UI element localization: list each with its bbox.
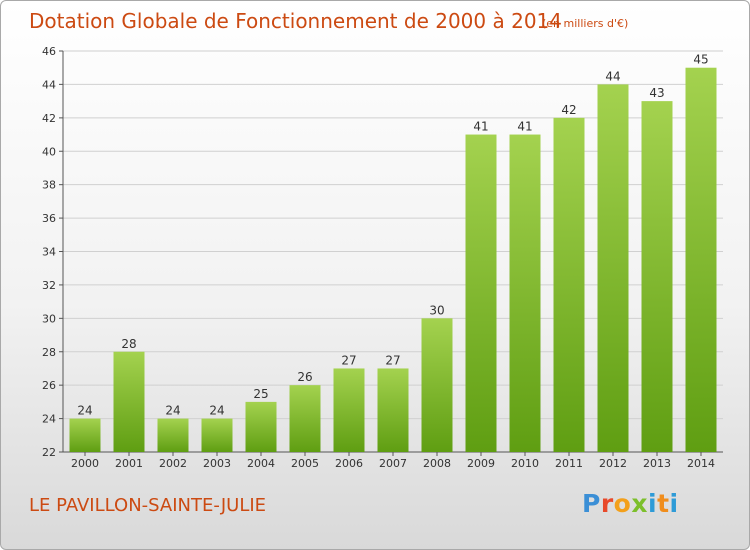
bar-value-label: 27 bbox=[385, 353, 400, 367]
bar bbox=[245, 401, 277, 452]
y-tick-label: 36 bbox=[42, 212, 56, 225]
y-tick-label: 32 bbox=[42, 279, 56, 292]
y-tick-label: 24 bbox=[42, 413, 56, 426]
bar-value-label: 41 bbox=[473, 120, 488, 134]
bar bbox=[157, 418, 189, 452]
bar-value-label: 24 bbox=[165, 404, 180, 418]
y-tick-label: 40 bbox=[42, 145, 56, 158]
bar bbox=[553, 117, 585, 452]
x-tick-label: 2012 bbox=[599, 457, 627, 470]
y-tick-label: 46 bbox=[42, 45, 56, 58]
bar bbox=[509, 134, 541, 452]
x-tick-label: 2010 bbox=[511, 457, 539, 470]
bar-value-label: 24 bbox=[209, 404, 224, 418]
proxiti-logo: Proxiti bbox=[582, 489, 679, 518]
bar bbox=[201, 418, 233, 452]
y-tick-label: 42 bbox=[42, 112, 56, 125]
chart-subtitle: (en milliers d'€) bbox=[542, 17, 629, 30]
x-tick-label: 2009 bbox=[467, 457, 495, 470]
bar-value-label: 27 bbox=[341, 353, 356, 367]
x-tick-label: 2004 bbox=[247, 457, 275, 470]
x-tick-label: 2013 bbox=[643, 457, 671, 470]
x-tick-label: 2002 bbox=[159, 457, 187, 470]
bar-value-label: 24 bbox=[77, 404, 92, 418]
x-tick-label: 2011 bbox=[555, 457, 583, 470]
bar-value-label: 26 bbox=[297, 370, 312, 384]
bar bbox=[465, 134, 497, 452]
bar bbox=[333, 368, 365, 452]
bar-value-label: 28 bbox=[121, 337, 136, 351]
y-tick-label: 28 bbox=[42, 346, 56, 359]
y-tick-label: 34 bbox=[42, 246, 56, 259]
bar-value-label: 45 bbox=[693, 53, 708, 67]
bar bbox=[69, 418, 101, 452]
bar bbox=[597, 84, 629, 453]
bar-value-label: 41 bbox=[517, 120, 532, 134]
x-tick-label: 2001 bbox=[115, 457, 143, 470]
bar-value-label: 30 bbox=[429, 303, 444, 317]
y-tick-label: 26 bbox=[42, 379, 56, 392]
chart-title: Dotation Globale de Fonctionnement de 20… bbox=[29, 9, 562, 33]
bar-value-label: 43 bbox=[649, 86, 664, 100]
bar bbox=[685, 67, 717, 452]
bar bbox=[377, 368, 409, 452]
bar-value-label: 25 bbox=[253, 387, 268, 401]
x-tick-label: 2014 bbox=[687, 457, 715, 470]
x-tick-label: 2008 bbox=[423, 457, 451, 470]
bar bbox=[113, 351, 145, 452]
x-tick-label: 2007 bbox=[379, 457, 407, 470]
y-tick-label: 30 bbox=[42, 312, 56, 325]
bar-value-label: 44 bbox=[605, 69, 620, 83]
x-tick-label: 2006 bbox=[335, 457, 363, 470]
y-tick-label: 22 bbox=[42, 446, 56, 459]
bar bbox=[421, 318, 453, 452]
location-name: LE PAVILLON-SAINTE-JULIE bbox=[29, 495, 267, 516]
bar-value-label: 42 bbox=[561, 103, 576, 117]
bar bbox=[641, 101, 673, 452]
x-tick-label: 2000 bbox=[71, 457, 99, 470]
y-tick-label: 44 bbox=[42, 78, 56, 91]
x-tick-label: 2003 bbox=[203, 457, 231, 470]
x-tick-label: 2005 bbox=[291, 457, 319, 470]
y-tick-label: 38 bbox=[42, 179, 56, 192]
bar bbox=[289, 385, 321, 452]
